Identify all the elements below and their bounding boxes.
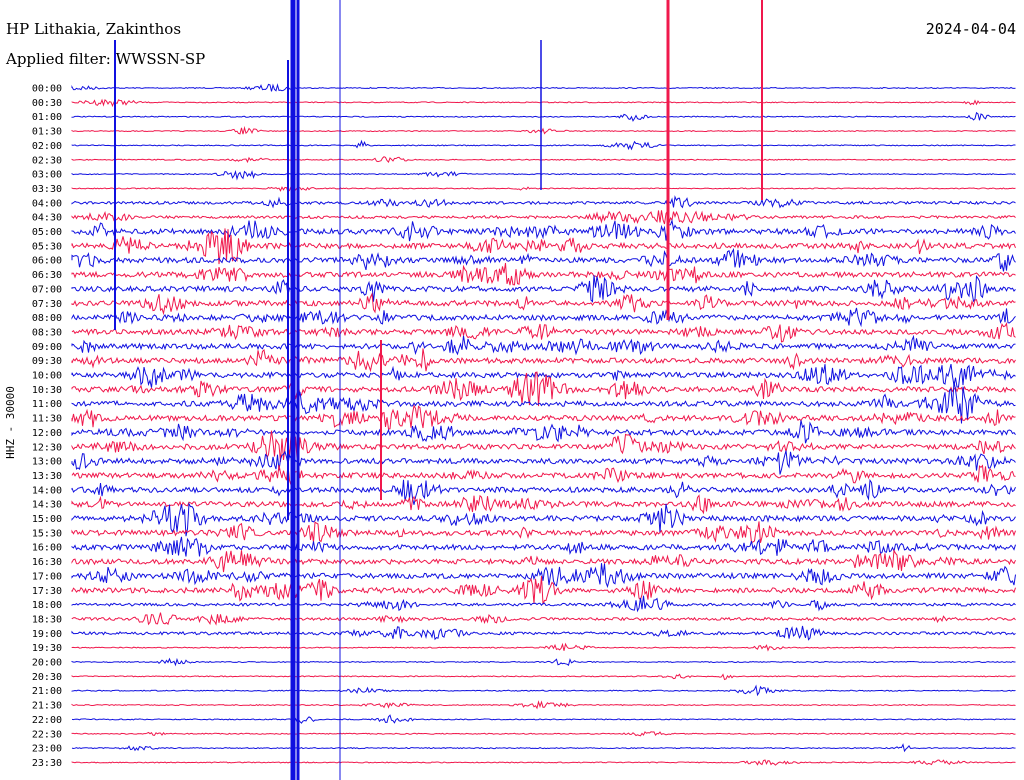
time-label: 02:30 [32,155,62,166]
trace-line [71,275,1016,303]
time-label: 18:00 [32,600,62,611]
trace-line [71,536,1016,557]
trace-line [71,714,1016,724]
time-label: 23:30 [32,758,62,769]
trace-line [71,262,1016,286]
trace-line [71,625,1016,641]
time-label: 05:30 [32,241,62,252]
time-label: 04:00 [32,198,62,209]
time-label: 15:30 [32,528,62,539]
time-label: 16:30 [32,557,62,568]
time-label: 17:30 [32,586,62,597]
time-label: 23:00 [32,744,62,755]
trace-line [71,700,1016,710]
trace-line [71,464,1016,487]
trace-line [71,642,1016,652]
trace-line [71,363,1016,388]
time-label: 01:30 [32,127,62,138]
trace-line [71,673,1016,681]
trace-line [71,575,1016,605]
time-label: 11:00 [32,399,62,410]
time-label: 19:00 [32,629,62,640]
time-label: 22:00 [32,715,62,726]
time-label: 08:00 [32,313,62,324]
time-label: 00:30 [32,98,62,109]
time-label: 14:00 [32,485,62,496]
time-label: 13:30 [32,471,62,482]
time-label: 12:30 [32,442,62,453]
trace-line [71,381,1016,424]
trace-line [71,743,1016,753]
time-label: 04:30 [32,213,62,224]
trace-line [71,111,1016,122]
time-label: 02:00 [32,141,62,152]
trace-line [71,156,1016,164]
time-label: 01:00 [32,112,62,123]
time-label: 17:00 [32,571,62,582]
time-label: 11:30 [32,414,62,425]
time-label: 16:00 [32,543,62,554]
trace-line [71,334,1016,356]
trace-line [71,450,1016,475]
trace-line [71,348,1016,373]
time-label: 21:30 [32,701,62,712]
time-label: 07:30 [32,299,62,310]
time-label: 21:00 [32,686,62,697]
trace-line [71,307,1016,328]
trace-line [71,209,1016,225]
trace-line [71,83,1016,92]
trace-line [71,684,1016,697]
trace-line [71,563,1016,589]
trace-line [71,494,1016,515]
trace-line [71,521,1016,544]
time-label: 20:30 [32,672,62,683]
trace-line [71,657,1016,667]
trace-line [71,502,1016,537]
time-label: 15:00 [32,514,62,525]
trace-line [71,595,1016,613]
time-label: 20:00 [32,658,62,669]
time-label: 06:30 [32,270,62,281]
time-label: 18:30 [32,614,62,625]
trace-line [71,169,1016,181]
trace-line [71,759,1016,766]
time-label: 00:00 [32,84,62,95]
time-label: 03:00 [32,170,62,181]
trace-line [71,195,1016,209]
time-label: 22:30 [32,729,62,740]
filter-label: Applied filter: WWSSN-SP [6,50,206,68]
trace-line [71,98,1016,108]
time-label: 06:00 [32,256,62,267]
time-label: 05:00 [32,227,62,238]
trace-line [71,371,1016,407]
trace-line [71,322,1016,343]
time-label: 09:00 [32,342,62,353]
time-label: 07:00 [32,284,62,295]
trace-line [71,430,1016,463]
time-label: 09:30 [32,356,62,367]
trace-line [71,731,1016,737]
trace-line [71,404,1016,430]
time-label: 13:00 [32,457,62,468]
time-label: 08:30 [32,327,62,338]
trace-line [71,548,1016,573]
trace-line [71,612,1016,626]
trace-line [71,292,1016,316]
time-label: 03:30 [32,184,62,195]
time-label: 10:00 [32,371,62,382]
time-label: 19:30 [32,643,62,654]
trace-line [71,420,1016,444]
trace-line [71,139,1016,151]
time-label: 10:30 [32,385,62,396]
trace-line [71,185,1016,193]
time-label: 12:00 [32,428,62,439]
trace-line [71,478,1016,505]
date-label: 2024-04-04 [925,20,1016,38]
trace-line [71,228,1016,265]
trace-line [71,125,1016,135]
trace-line [71,247,1016,272]
station-title: HP Lithakia, Zakinthos [6,20,182,38]
time-label: 14:30 [32,500,62,511]
